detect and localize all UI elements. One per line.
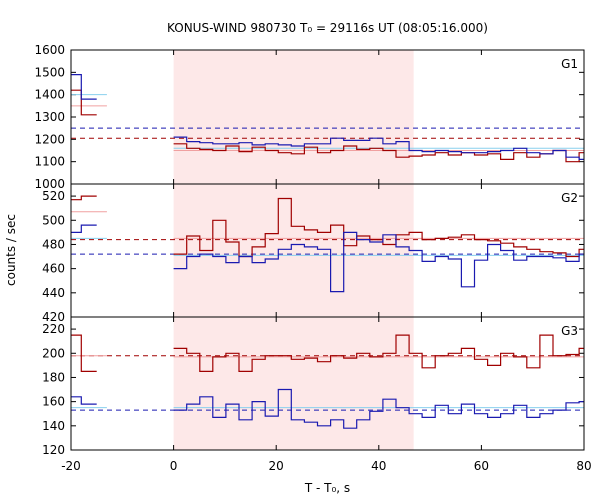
blue-series (173, 136, 584, 160)
x-tick-label: -20 (61, 459, 81, 473)
y-tick-label: 200 (42, 346, 65, 360)
y-tick-label: 1000 (34, 177, 65, 191)
y-tick-label: 460 (42, 262, 65, 276)
y-tick-label: 1100 (34, 155, 65, 169)
pre-red-series (71, 89, 97, 116)
blue-series (173, 388, 584, 429)
x-tick-label: 40 (371, 459, 386, 473)
pre-blue-series (71, 74, 97, 100)
panel-label: G1 (561, 57, 578, 71)
pre-red-series (71, 334, 97, 372)
y-tick-label: 220 (42, 322, 65, 336)
y-tick-label: 1600 (34, 43, 65, 57)
plot-area: 1000110012001300140015001600G14204404604… (34, 43, 591, 473)
pre-blue-series (71, 396, 97, 405)
y-tick-label: 480 (42, 237, 65, 251)
panel-label: G3 (561, 324, 578, 338)
blue-series (173, 231, 584, 293)
panel-label: G2 (561, 191, 578, 205)
x-tick-label: 0 (170, 459, 178, 473)
pre-red-series (71, 195, 97, 201)
x-axis-label: T - T₀, s (304, 481, 350, 495)
y-tick-label: 420 (42, 310, 65, 324)
y-tick-label: 1400 (34, 88, 65, 102)
panel-g1: 1000 1100 1200 1300 1400 1500 1600 G1 (34, 43, 585, 191)
y-tick-label: 1300 (34, 110, 65, 124)
y-tick-label: 140 (42, 419, 65, 433)
pre-blue-series (71, 224, 97, 233)
y-tick-label: 160 (42, 395, 65, 409)
y-tick-label: 180 (42, 370, 65, 384)
y-tick-label: 500 (42, 213, 65, 227)
panel-frame (70, 316, 585, 451)
chart-title: KONUS-WIND 980730 T₀ = 29116s UT (08:05:… (167, 21, 488, 35)
red-series (173, 143, 584, 163)
highlight-interval (173, 50, 414, 450)
panel-g3: 120 140 160 180 200 220 G3 (42, 316, 585, 457)
y-tick-label: 120 (42, 443, 65, 457)
y-tick-label: 520 (42, 189, 65, 203)
x-tick-label: 60 (474, 459, 489, 473)
red-series (173, 334, 584, 372)
y-axis-label: counts / sec (4, 214, 18, 286)
y-tick-label: 1500 (34, 65, 65, 79)
x-tick-label: 20 (269, 459, 284, 473)
y-tick-label: 440 (42, 286, 65, 300)
y-tick-label: 1200 (34, 132, 65, 146)
panel-g2: 420 440 460 480 500 520 G2 (42, 183, 585, 324)
x-tick-label: 80 (576, 459, 591, 473)
